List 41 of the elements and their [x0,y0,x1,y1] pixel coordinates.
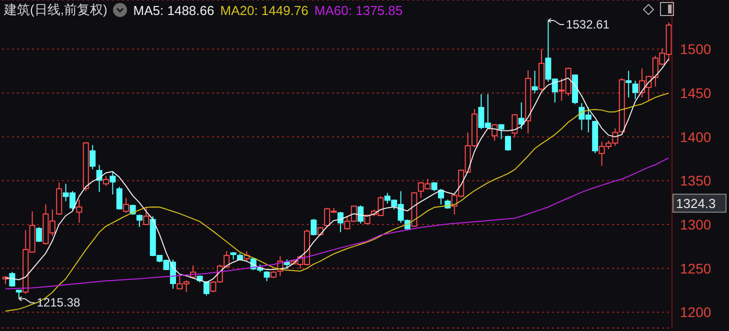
y-tick-label: 1350 [680,172,712,189]
candlestick [532,70,538,94]
y-tick-label: 1300 [680,216,712,232]
candlestick [310,218,317,236]
y-tick-label: 1200 [680,304,712,320]
y-tick-label: 1400 [680,128,712,145]
candlestick [512,114,518,138]
candlestick [632,80,638,100]
candlestick [284,259,290,270]
text: MA5: 1488.66 [133,2,214,18]
candlestick [264,270,270,282]
candlestick [143,206,150,226]
candlestick [626,70,632,98]
candlestick [338,211,344,233]
candlestick [123,197,130,214]
y-tick-label: 1500 [680,41,712,58]
annotation: 1215.38 [36,296,80,310]
annotation: 1532.61 [566,18,610,32]
candlestick [90,144,96,170]
candlestick [103,176,109,186]
y-tick-label: 1450 [680,84,712,101]
candlestick [36,226,42,243]
candlestick [505,135,511,152]
text: MA20: 1449.76 [220,2,308,18]
candlestick [244,250,250,262]
candlestick [110,172,116,196]
candlestick [204,280,210,296]
text: 1324.3 [676,196,716,212]
text: MA60: 1375.85 [314,2,403,18]
candlestick [498,124,504,140]
candlestick [136,214,142,228]
line-series [4,92,670,312]
candlestick [358,204,364,224]
candlestick [492,124,498,142]
chart-title: 建筑(日线,前复权) [4,1,108,19]
y-tick-label: 1250 [680,260,712,276]
candlestick [518,102,524,130]
candlestick [116,186,122,210]
candlestick [76,199,82,224]
candlestick [9,271,16,288]
line-series [4,157,670,290]
